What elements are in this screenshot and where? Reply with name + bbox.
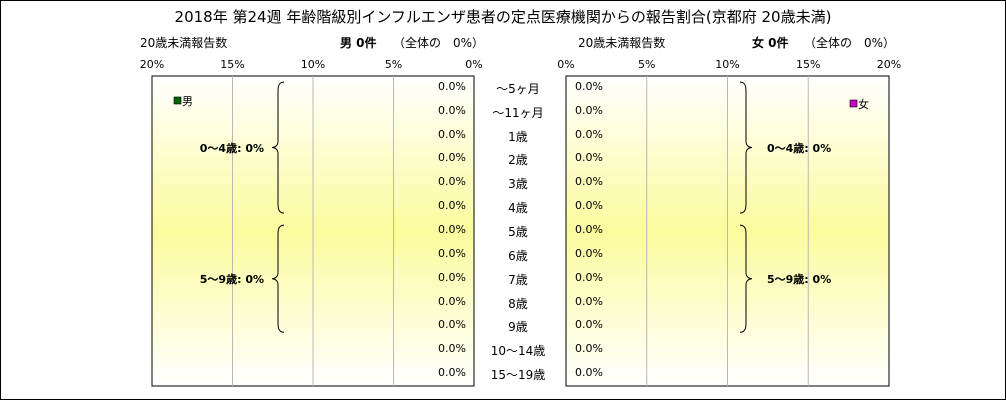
male-subtitle-left: 20歳未満報告数 — [140, 36, 228, 50]
age-category-label: 1歳 — [508, 129, 528, 144]
male-value-label: 0.0% — [438, 103, 466, 117]
female-value-label: 0.0% — [575, 175, 603, 189]
female-legend-label: 女 — [858, 98, 869, 111]
female-value-label: 0.0% — [575, 342, 603, 356]
male-age-group-label: 5～9歳: 0% — [199, 272, 264, 286]
age-category-label: ～11ヶ月 — [492, 105, 544, 120]
female-value-label: 0.0% — [575, 318, 603, 332]
female-value-label: 0.0% — [575, 127, 603, 141]
female-value-label: 0.0% — [575, 199, 603, 213]
female-age-group-brace — [739, 224, 753, 333]
female-age-group-label: 0～4歳: 0% — [767, 141, 832, 155]
female-age-group-brace — [739, 81, 753, 214]
male-count-label: 男 0件 — [340, 36, 377, 50]
age-category-label: 15～19歳 — [490, 368, 546, 383]
male-value-label: 0.0% — [438, 246, 466, 260]
male-x-tick-label: 5% — [384, 58, 403, 71]
age-category-label: 2歳 — [508, 153, 528, 168]
male-x-tick-label: 0% — [465, 58, 483, 71]
age-category-label: 4歳 — [508, 201, 528, 216]
female-value-label: 0.0% — [575, 151, 603, 165]
male-value-label: 0.0% — [438, 223, 466, 236]
age-category-label: 10～14歳 — [490, 344, 546, 359]
male-x-tick-label: 20% — [139, 58, 165, 71]
male-x-tick-label: 15% — [220, 58, 245, 71]
female-subtitle-left: 20歳未満報告数 — [578, 36, 666, 50]
female-value-label: 0.0% — [575, 103, 603, 117]
female-age-group-label: 5～9歳: 0% — [767, 272, 832, 286]
female-count-label: 女 0件 — [752, 36, 789, 50]
female-value-label: 0.0% — [575, 246, 603, 260]
male-age-group-label: 0～4歳: 0% — [199, 141, 264, 155]
male-legend-swatch — [173, 96, 182, 105]
female-x-tick-label: 20% — [876, 58, 902, 71]
male-value-label: 0.0% — [438, 151, 466, 165]
male-value-label: 0.0% — [438, 294, 466, 308]
age-category-label: 3歳 — [508, 177, 528, 192]
female-value-label: 0.0% — [575, 223, 603, 236]
female-x-tick-label: 10% — [715, 58, 740, 71]
female-x-tick-label: 0% — [557, 58, 575, 71]
female-value-label: 0.0% — [575, 79, 603, 93]
male-share-label: （全体の 0%） — [393, 36, 485, 50]
male-legend-label: 男 — [182, 95, 193, 108]
male-age-group-brace — [271, 81, 285, 214]
male-x-tick-label: 10% — [300, 58, 326, 71]
age-category-label: 7歳 — [508, 272, 528, 287]
female-value-label: 0.0% — [575, 294, 603, 308]
male-value-label: 0.0% — [438, 366, 466, 380]
age-category-label: 5歳 — [508, 225, 528, 239]
female-value-label: 0.0% — [575, 270, 603, 284]
male-value-label: 0.0% — [438, 342, 466, 356]
age-category-label: 8歳 — [508, 296, 528, 311]
male-age-group-brace — [271, 224, 285, 333]
female-share-label: （全体の 0%） — [804, 36, 896, 50]
male-value-label: 0.0% — [438, 199, 466, 213]
female-x-tick-label: 15% — [796, 58, 821, 71]
age-category-label: 6歳 — [508, 248, 528, 263]
female-x-tick-label: 5% — [638, 58, 656, 71]
female-legend-swatch — [849, 99, 858, 108]
male-value-label: 0.0% — [438, 175, 466, 189]
male-value-label: 0.0% — [438, 79, 466, 93]
female-value-label: 0.0% — [575, 366, 603, 380]
male-value-label: 0.0% — [438, 318, 466, 332]
age-category-label: 9歳 — [508, 320, 528, 335]
male-value-label: 0.0% — [438, 127, 466, 141]
male-value-label: 0.0% — [438, 270, 466, 284]
age-category-label: ～5ヶ月 — [496, 81, 540, 96]
chart-title: 2018年 第24週 年齢階級別インフルエンザ患者の定点医療機関からの報告割合(… — [174, 8, 832, 26]
